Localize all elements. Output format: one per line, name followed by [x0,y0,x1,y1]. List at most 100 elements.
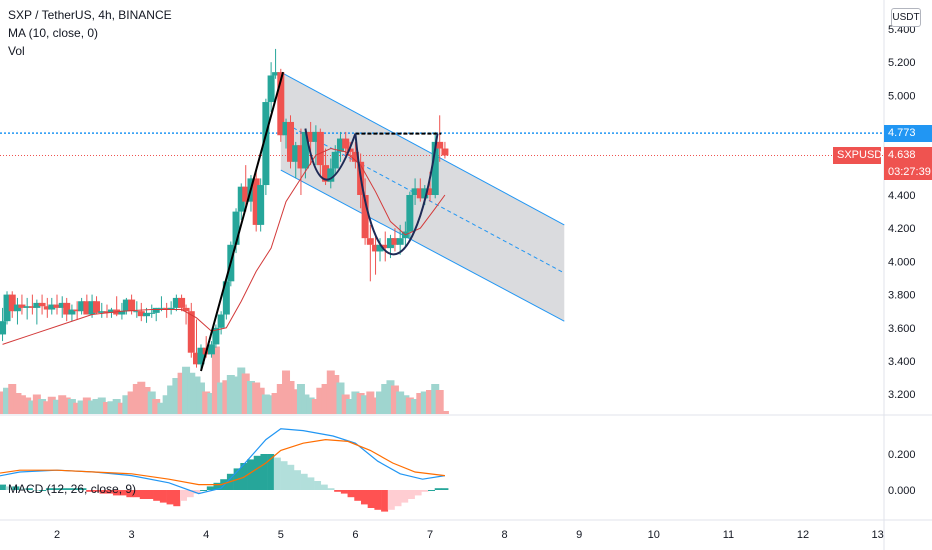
volume-bar [53,399,61,414]
macd-histogram-bar [394,490,402,507]
macd-histogram-bar [434,488,442,490]
volume-bar [371,397,380,414]
volume-bar [405,397,414,414]
macd-histogram-bar [112,490,120,496]
volume-bar [226,375,235,414]
candle-body [167,307,175,310]
candle-body [237,186,245,212]
volume-bar [152,399,161,414]
volume-bar [386,380,395,414]
macd-histogram-bar [213,482,221,490]
candle-body [0,321,7,335]
horizontal-line-price-tag: 4.773 [884,125,932,143]
candle-body [342,138,350,149]
macd-indicator-label[interactable]: MACD (12, 26, close, 9) [8,482,137,496]
volume-bar [381,384,390,414]
macd-histogram-bar [253,455,261,490]
symbol-title[interactable]: SXP / TetherUS, 4h, BINANCE [8,8,172,22]
macd-histogram-bar [106,490,114,494]
price-tick-label: 5.200 [888,57,916,69]
candle-body [267,75,275,103]
candle-body [312,131,320,142]
volume-bar [17,395,26,414]
volume-bar [23,397,32,414]
candle-body [301,131,309,169]
volume-bar [271,393,280,414]
candle-body [122,299,130,312]
last-price-tag: 4.638 [884,147,932,164]
volume-bar [435,390,444,414]
candle-body [18,304,26,308]
candle-body [137,311,145,317]
candle-body [277,72,285,136]
volume-bar [97,397,106,414]
candle-body [366,238,374,245]
macd-histogram-bar [179,490,187,501]
candle-body [351,151,359,162]
volume-bar [232,376,241,414]
candle-body [78,301,86,312]
candle-body [426,188,434,195]
macd-histogram-bar [381,490,389,512]
macd-histogram-bar [300,473,308,490]
price-tick-label: 3.600 [888,323,916,335]
candle-body [8,294,16,312]
candle-body [421,188,429,199]
candle-body [372,244,380,252]
macd-histogram-bar [200,490,208,491]
macd-histogram-bar [421,490,429,492]
volume-bar [376,391,385,414]
price-tick-label: 4.200 [888,223,916,235]
macd-histogram-bar [247,459,255,490]
candle-body [28,306,36,308]
candle-body [197,347,205,365]
candle-body [53,304,61,308]
candle-body [93,301,101,313]
volume-bar [43,401,52,414]
macd-histogram-bar [159,490,167,503]
large-cup-curve [354,133,439,256]
volume-indicator-label[interactable]: Vol [8,44,25,58]
candle-body [316,131,324,166]
candle-body [416,188,424,199]
candle-body [182,307,190,312]
volume-bar [217,382,226,414]
candle-body [83,301,91,315]
candle-body [242,186,250,202]
volume-bar [261,394,270,414]
macd-histogram-bar [12,486,20,490]
candle-body [172,297,180,308]
volume-bar [117,402,126,414]
price-tick-label: 5.400 [888,24,916,36]
volume-bar [102,402,111,414]
candle-body [436,141,444,149]
volume-bar [202,391,211,414]
candle-body [207,344,215,355]
ma-indicator-label[interactable]: MA (10, close, 0) [8,26,99,40]
volume-bar [267,395,276,414]
time-tick-label: 8 [502,529,508,541]
volume-bar [132,384,141,414]
candle-body [217,314,225,328]
macd-histogram-bar [99,490,107,494]
macd-histogram-bar [267,454,275,490]
macd-histogram-bar [173,490,181,507]
candle-body [143,312,151,317]
volume-bar [401,395,410,414]
candle-body [262,102,270,186]
price-tick-label: 3.800 [888,290,916,302]
currency-button[interactable]: USDT [891,8,921,27]
macd-histogram-bar [52,488,60,490]
volume-bar [182,366,191,414]
price-tick-label: 5.000 [888,90,916,102]
volume-bar [252,382,261,414]
volume-bar [177,372,186,414]
candle-body [272,72,280,76]
candle-body [58,302,66,308]
macd-histogram-bar [119,490,127,496]
candle-body [3,294,11,322]
candle-body [376,244,384,252]
volume-bar [77,400,86,414]
candle-body [257,185,265,225]
candle-body [391,238,399,245]
